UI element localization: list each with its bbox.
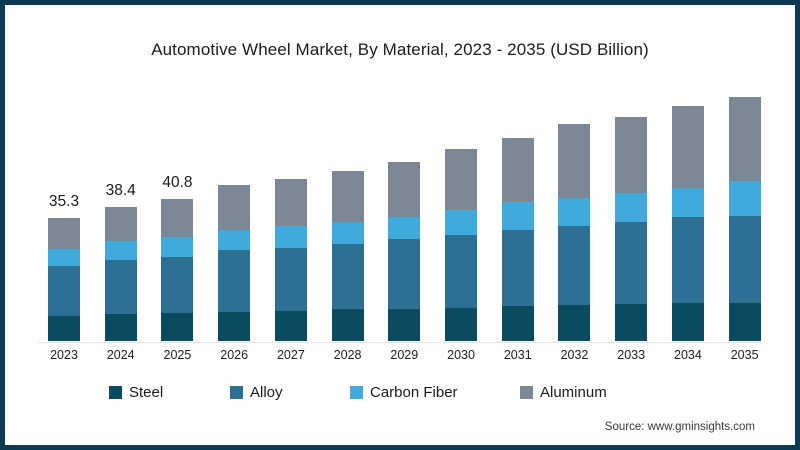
bar-segment-aluminum-2029 bbox=[388, 161, 421, 217]
bar-segment-alloy-2033 bbox=[615, 221, 648, 305]
bar-segment-alloy-2031 bbox=[501, 230, 534, 307]
x-axis-label-2035: 2035 bbox=[730, 348, 759, 362]
x-axis-label-2024: 2024 bbox=[106, 348, 135, 362]
bar-segment-aluminum-2031 bbox=[501, 138, 534, 202]
bar-segment-carbon-fiber-2030 bbox=[445, 210, 478, 236]
bar-segment-steel-2028 bbox=[331, 309, 364, 341]
bar-segment-carbon-fiber-2029 bbox=[388, 216, 421, 239]
legend-swatch-carbon-fiber bbox=[350, 386, 363, 399]
legend-item-steel: Steel bbox=[109, 384, 163, 401]
legend-item-aluminum: Aluminum bbox=[520, 384, 607, 401]
legend-swatch-steel bbox=[109, 386, 122, 399]
bar-total-label-2024: 38.4 bbox=[105, 182, 136, 200]
bar-segment-carbon-fiber-2032 bbox=[558, 197, 591, 227]
legend-label-steel: Steel bbox=[129, 384, 164, 401]
bar-segment-aluminum-2023 bbox=[48, 218, 80, 250]
bar-segment-steel-2026 bbox=[218, 312, 251, 341]
bar-segment-steel-2027 bbox=[274, 311, 307, 341]
bar-segment-aluminum-2033 bbox=[615, 116, 648, 194]
bar-segment-carbon-fiber-2027 bbox=[274, 226, 307, 248]
bar-segment-alloy-2034 bbox=[671, 216, 704, 304]
bar-segment-steel-2033 bbox=[615, 304, 648, 341]
bar-segment-carbon-fiber-2023 bbox=[48, 249, 80, 267]
legend-swatch-aluminum bbox=[520, 386, 533, 399]
bar-segment-steel-2030 bbox=[445, 307, 478, 341]
bar-segment-aluminum-2034 bbox=[671, 106, 704, 189]
bar-segment-carbon-fiber-2033 bbox=[615, 193, 648, 222]
bar-segment-aluminum-2030 bbox=[445, 149, 478, 211]
bar-segment-steel-2025 bbox=[161, 313, 194, 341]
bar-segment-carbon-fiber-2024 bbox=[104, 241, 137, 260]
bar-segment-alloy-2028 bbox=[331, 244, 364, 310]
bar-segment-aluminum-2025 bbox=[161, 198, 194, 238]
bar-segment-carbon-fiber-2034 bbox=[671, 188, 704, 217]
x-axis-label-2031: 2031 bbox=[503, 348, 532, 362]
bar-segment-carbon-fiber-2025 bbox=[161, 237, 194, 258]
bar-segment-carbon-fiber-2028 bbox=[331, 222, 364, 245]
x-axis-label-2029: 2029 bbox=[390, 348, 419, 362]
bar-segment-alloy-2030 bbox=[445, 235, 478, 308]
x-axis-label-2028: 2028 bbox=[333, 348, 362, 362]
bar-total-label-2023: 35.3 bbox=[48, 193, 80, 211]
bar-segment-alloy-2026 bbox=[218, 250, 251, 313]
bar-segment-carbon-fiber-2031 bbox=[501, 202, 534, 231]
bar-segment-aluminum-2028 bbox=[331, 170, 364, 223]
bar-total-label-2025: 40.8 bbox=[162, 173, 193, 191]
bar-segment-steel-2032 bbox=[558, 305, 591, 341]
bar-segment-steel-2029 bbox=[388, 308, 421, 341]
bar-segment-alloy-2027 bbox=[274, 248, 307, 312]
x-axis-label-2032: 2032 bbox=[560, 348, 589, 362]
x-axis-label-2023: 2023 bbox=[50, 348, 78, 362]
bar-segment-aluminum-2024 bbox=[104, 207, 137, 242]
legend-item-alloy: Alloy bbox=[230, 384, 283, 401]
x-axis-label-2025: 2025 bbox=[163, 348, 192, 362]
legend-label-aluminum: Aluminum bbox=[540, 384, 607, 401]
x-axis-label-2027: 2027 bbox=[276, 348, 305, 362]
legend-label-alloy: Alloy bbox=[250, 384, 283, 401]
bar-segment-alloy-2024 bbox=[104, 259, 137, 314]
bar-segment-alloy-2029 bbox=[388, 238, 421, 309]
bar-segment-carbon-fiber-2026 bbox=[218, 230, 251, 251]
x-axis-label-2026: 2026 bbox=[220, 348, 249, 362]
bar-segment-aluminum-2026 bbox=[218, 185, 251, 231]
bar-segment-alloy-2032 bbox=[558, 226, 591, 306]
bar-segment-carbon-fiber-2035 bbox=[728, 181, 761, 217]
bar-segment-alloy-2025 bbox=[161, 257, 194, 314]
bar-segment-alloy-2035 bbox=[728, 216, 761, 304]
bar-segment-steel-2031 bbox=[501, 306, 534, 341]
legend-label-carbon-fiber: Carbon Fiber bbox=[370, 384, 458, 401]
x-axis-label-2030: 2030 bbox=[447, 348, 475, 362]
legend-swatch-alloy bbox=[230, 386, 243, 399]
chart-title: Automotive Wheel Market, By Material, 20… bbox=[151, 40, 649, 59]
x-axis-label-2033: 2033 bbox=[617, 348, 646, 362]
x-axis-line bbox=[38, 342, 762, 343]
bar-segment-steel-2023 bbox=[48, 315, 80, 341]
bar-segment-aluminum-2027 bbox=[274, 179, 307, 227]
chart-legend: Steel Alloy Carbon Fiber Aluminum bbox=[0, 384, 800, 406]
x-axis-label-2034: 2034 bbox=[674, 348, 702, 362]
bar-segment-alloy-2023 bbox=[48, 266, 80, 316]
bar-segment-aluminum-2032 bbox=[558, 124, 591, 198]
bar-segment-steel-2034 bbox=[671, 303, 704, 341]
bar-segment-steel-2024 bbox=[104, 313, 137, 341]
source-attribution: Source: www.gminsights.com bbox=[604, 421, 755, 433]
bar-segment-aluminum-2035 bbox=[728, 96, 761, 182]
bar-segment-steel-2035 bbox=[728, 303, 761, 341]
legend-item-carbon-fiber: Carbon Fiber bbox=[350, 384, 458, 401]
